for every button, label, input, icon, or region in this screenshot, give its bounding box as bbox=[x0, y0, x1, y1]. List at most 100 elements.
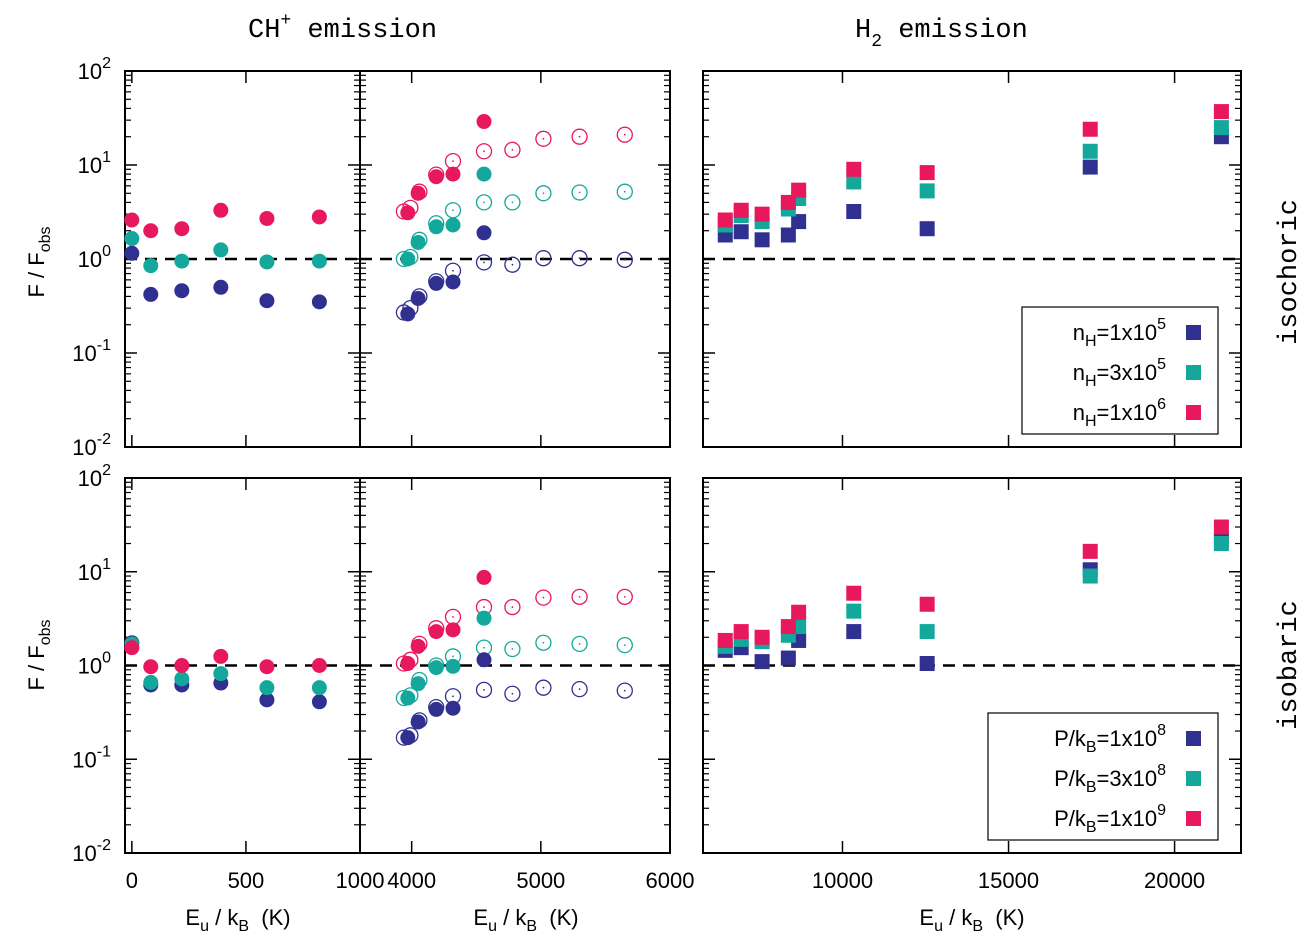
open-point-dot bbox=[511, 648, 514, 650]
open-point bbox=[571, 680, 588, 698]
y-tick-base: 10 bbox=[72, 841, 96, 866]
open-point-dot bbox=[511, 263, 514, 266]
data-square bbox=[919, 183, 935, 199]
open-point bbox=[616, 183, 633, 200]
data-point bbox=[476, 569, 492, 585]
open-point bbox=[535, 250, 552, 267]
open-point-dot bbox=[623, 644, 626, 647]
legend-frame bbox=[1021, 306, 1219, 435]
row-label-isobaric: isobaric bbox=[1275, 600, 1305, 730]
open-point bbox=[535, 634, 552, 651]
open-point-dot bbox=[483, 646, 485, 649]
data-point bbox=[143, 674, 159, 690]
x-tick-label: 500 bbox=[228, 868, 265, 893]
data-square bbox=[791, 604, 807, 620]
open-point-dot bbox=[511, 606, 514, 608]
data-point bbox=[445, 700, 461, 716]
y-tick-label: 101 bbox=[78, 149, 111, 178]
open-point-dot bbox=[511, 148, 514, 151]
legend-sub: B bbox=[1086, 739, 1097, 756]
legend-mid: =1x10 bbox=[1097, 726, 1158, 751]
data-square bbox=[846, 204, 862, 220]
data-point bbox=[174, 283, 190, 299]
data-point bbox=[445, 274, 461, 290]
y-tick-exp: 1 bbox=[102, 556, 111, 573]
open-point bbox=[616, 126, 633, 143]
open-point-dot bbox=[483, 688, 485, 691]
open-point bbox=[475, 194, 493, 211]
y-tick-exp: -2 bbox=[97, 431, 111, 448]
data-point bbox=[311, 209, 327, 225]
data-point bbox=[400, 690, 416, 706]
open-point-dot bbox=[452, 655, 454, 658]
y-tick-base: 10 bbox=[72, 747, 96, 772]
data-square bbox=[780, 227, 796, 243]
open-point bbox=[504, 685, 521, 702]
data-square bbox=[780, 194, 796, 210]
data-point bbox=[174, 658, 190, 673]
data-square bbox=[1082, 143, 1098, 159]
legend-label: nH=1x106 bbox=[1073, 396, 1166, 430]
y-tick-label: 102 bbox=[78, 55, 111, 84]
y-tick-exp: 2 bbox=[102, 462, 111, 479]
x-tick-label: 4000 bbox=[387, 868, 436, 893]
legend-pre: n bbox=[1073, 320, 1085, 345]
panel-ch-low-isobaric bbox=[124, 477, 361, 854]
data-square bbox=[846, 174, 862, 190]
data-point bbox=[445, 658, 461, 674]
legend-mid: =1x10 bbox=[1097, 806, 1158, 831]
y-tick-label: 101 bbox=[78, 556, 111, 585]
legend-frame bbox=[987, 712, 1219, 841]
y-tick-base: 10 bbox=[78, 247, 102, 272]
data-point bbox=[410, 234, 426, 250]
ch-plus-title: CH+ emission bbox=[248, 11, 437, 46]
x-axis-label-1: Eu / kB (K) bbox=[185, 905, 290, 935]
y-tick-base: 10 bbox=[78, 466, 102, 491]
legend-pre: P/k bbox=[1054, 806, 1087, 831]
legend-swatch bbox=[1186, 811, 1201, 826]
data-point bbox=[410, 714, 426, 730]
open-point bbox=[504, 598, 521, 616]
open-point-dot bbox=[623, 689, 626, 692]
data-point bbox=[311, 680, 327, 696]
data-point bbox=[400, 205, 416, 221]
data-point bbox=[259, 254, 275, 270]
open-point-dot bbox=[542, 192, 545, 195]
data-square bbox=[791, 182, 807, 198]
data-point bbox=[174, 221, 190, 237]
data-point bbox=[428, 660, 444, 676]
x-tick-label: 10000 bbox=[812, 868, 873, 893]
legend-sub: H bbox=[1085, 333, 1097, 350]
y-tick-exp: 0 bbox=[102, 243, 111, 260]
open-point-dot bbox=[623, 595, 626, 598]
y-tick-label: 102 bbox=[78, 462, 111, 491]
data-square bbox=[846, 161, 862, 177]
open-point-dot bbox=[483, 201, 485, 204]
y-tick-base: 10 bbox=[78, 654, 102, 679]
data-point bbox=[259, 659, 275, 675]
y-tick-exp: 2 bbox=[102, 55, 111, 72]
data-point bbox=[124, 245, 140, 261]
data-point bbox=[428, 624, 444, 640]
data-point bbox=[428, 275, 444, 291]
open-point-dot bbox=[452, 695, 454, 698]
open-point-dot bbox=[578, 257, 581, 260]
data-point bbox=[143, 286, 159, 302]
legend-sup: 8 bbox=[1157, 722, 1166, 739]
y-tick-label: 10-1 bbox=[72, 337, 111, 366]
open-point bbox=[504, 194, 521, 211]
panel-ch-high-isochoric bbox=[359, 70, 671, 448]
data-square bbox=[1213, 104, 1229, 120]
data-square bbox=[754, 654, 770, 670]
legend-swatch bbox=[1186, 771, 1201, 786]
data-point bbox=[174, 253, 190, 269]
open-point bbox=[616, 588, 633, 605]
data-point bbox=[259, 210, 275, 226]
data-square bbox=[1082, 568, 1098, 584]
open-point bbox=[504, 141, 521, 158]
data-point bbox=[410, 291, 426, 307]
data-point bbox=[259, 692, 275, 708]
legend-label: P/kB=1x108 bbox=[1054, 722, 1166, 756]
y-tick-label: 10-1 bbox=[72, 743, 111, 772]
open-point-dot bbox=[452, 160, 454, 163]
